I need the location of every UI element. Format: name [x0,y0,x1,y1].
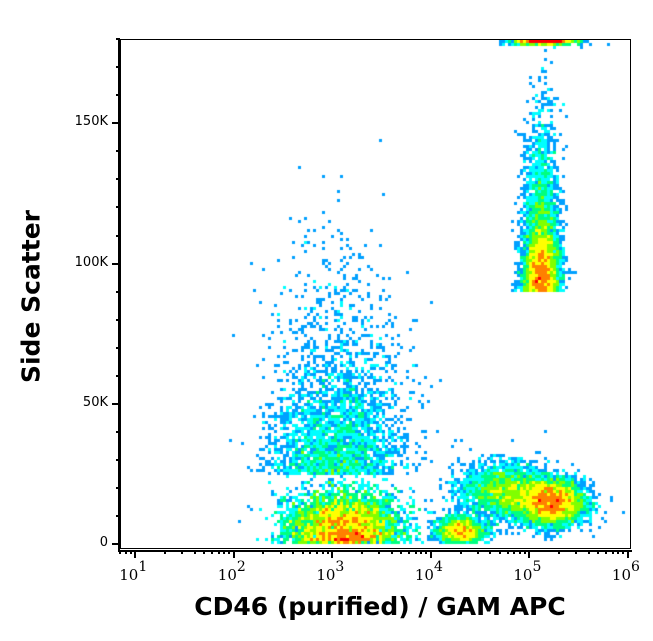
x-minor-tick [217,550,220,554]
y-minor-tick [116,234,120,237]
x-minor-tick [193,550,196,554]
x-tick-label: 105 [513,559,542,584]
y-axis-line [118,39,120,552]
x-tick-label: 104 [414,559,443,584]
y-minor-tick [116,459,120,462]
x-minor-tick [513,550,516,554]
y-minor-tick [116,150,120,153]
y-major-tick [112,543,120,546]
y-minor-tick [116,318,120,321]
x-minor-tick [228,550,231,554]
x-major-tick [528,550,531,558]
y-tick-label: 50K [82,395,108,410]
x-minor-tick [129,550,132,554]
x-minor-tick [181,550,184,554]
x-major-tick [626,550,629,558]
x-minor-tick [124,550,127,554]
x-minor-tick [459,550,462,554]
x-minor-tick [575,550,578,554]
x-tick-label: 101 [119,559,148,584]
y-minor-tick [116,178,120,181]
y-minor-tick [116,206,120,209]
x-minor-tick [378,550,381,554]
x-axis-label: CD46 (purified) / GAM APC [194,592,566,621]
y-major-tick [112,403,120,405]
density-plot [121,40,630,548]
x-major-tick [331,550,334,558]
x-minor-tick [622,550,625,554]
x-minor-tick [119,550,121,554]
x-axis-line [118,550,632,552]
x-minor-tick [203,550,206,554]
y-minor-tick [116,290,120,293]
x-major-tick [429,550,432,558]
y-minor-tick [116,374,120,377]
x-tick-label: 102 [217,559,246,584]
y-minor-tick [116,515,120,518]
x-minor-tick [617,550,620,554]
y-tick-label: 100K [74,254,108,270]
x-minor-tick [587,550,590,554]
x-minor-tick [223,550,226,554]
x-minor-tick [506,550,509,554]
x-minor-tick [292,550,295,554]
x-minor-tick [301,550,304,554]
x-tick-label: 106 [611,559,640,584]
y-major-tick [112,122,120,125]
x-minor-tick [210,550,213,554]
y-major-tick [112,262,120,265]
x-minor-tick [518,550,521,554]
x-minor-tick [420,550,423,554]
x-minor-tick [489,550,492,554]
x-minor-tick [316,550,319,554]
x-minor-tick [414,550,417,554]
x-minor-tick [360,550,363,554]
x-minor-tick [597,550,600,554]
y-minor-tick [116,94,120,97]
x-minor-tick [611,550,614,554]
x-minor-tick [279,550,282,554]
y-minor-tick [116,66,120,69]
y-minor-tick [116,38,120,40]
x-minor-tick [476,550,479,554]
y-axis-label: Side Scatter [16,210,46,384]
y-tick-label: 150K [74,114,108,130]
x-minor-tick [390,550,393,554]
x-minor-tick [498,550,501,554]
x-tick-label: 103 [316,559,345,584]
y-minor-tick [116,487,120,490]
y-tick-label: 0 [99,535,108,551]
x-minor-tick [326,550,329,554]
x-minor-tick [400,550,403,554]
x-minor-tick [321,550,324,554]
x-major-tick [134,550,137,558]
x-minor-tick [605,550,608,554]
x-minor-tick [523,550,526,554]
y-minor-tick [116,431,120,434]
x-minor-tick [163,550,166,554]
x-minor-tick [309,550,312,554]
y-minor-tick [116,346,120,349]
x-minor-tick [407,550,410,554]
x-major-tick [232,550,235,558]
x-minor-tick [558,550,561,554]
x-minor-tick [262,550,265,554]
x-minor-tick [425,550,428,554]
